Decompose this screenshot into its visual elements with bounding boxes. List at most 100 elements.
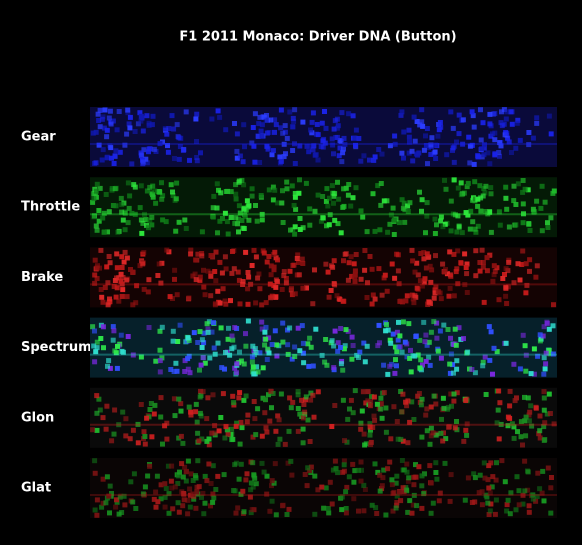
pixel bbox=[177, 469, 182, 475]
pixel bbox=[272, 249, 278, 255]
row-label: Glat bbox=[21, 481, 51, 496]
pixel bbox=[121, 259, 127, 265]
pixel bbox=[321, 505, 327, 511]
pixel bbox=[288, 227, 293, 233]
pixel bbox=[360, 389, 366, 395]
pixel bbox=[259, 217, 265, 223]
pixel bbox=[545, 225, 551, 230]
pixel bbox=[473, 229, 479, 235]
pixel bbox=[518, 434, 524, 440]
pixel bbox=[480, 264, 486, 270]
pixel bbox=[411, 114, 417, 120]
pixel bbox=[111, 161, 117, 166]
pixel bbox=[222, 254, 228, 260]
pixel bbox=[261, 250, 267, 256]
pixel bbox=[421, 491, 427, 497]
pixel bbox=[127, 193, 133, 199]
pixel bbox=[475, 223, 481, 229]
pixel bbox=[263, 425, 269, 431]
pixel bbox=[92, 458, 98, 464]
pixel bbox=[177, 322, 183, 328]
pixel bbox=[256, 271, 262, 277]
pixel bbox=[394, 349, 400, 355]
row-label: Throttle bbox=[21, 200, 80, 215]
pixel bbox=[243, 343, 249, 349]
pixel bbox=[434, 335, 440, 341]
pixel bbox=[266, 350, 272, 356]
pixel bbox=[290, 399, 296, 405]
pixel bbox=[280, 220, 286, 225]
pixel bbox=[320, 144, 326, 150]
pixel bbox=[307, 206, 313, 212]
pixel bbox=[404, 461, 410, 467]
pixel bbox=[454, 419, 459, 424]
pixel bbox=[168, 182, 174, 188]
pixel bbox=[400, 485, 406, 491]
pixel bbox=[263, 336, 269, 342]
pixel bbox=[418, 251, 424, 256]
pixel bbox=[455, 281, 461, 287]
pixel bbox=[339, 507, 345, 513]
pixel bbox=[292, 344, 298, 350]
pixel bbox=[345, 277, 351, 283]
pixel bbox=[193, 473, 198, 479]
pixel bbox=[212, 430, 218, 436]
pixel bbox=[341, 346, 347, 352]
pixel bbox=[266, 335, 272, 341]
pixel bbox=[199, 337, 205, 343]
pixel bbox=[331, 151, 336, 157]
pixel bbox=[537, 413, 543, 419]
pixel bbox=[503, 195, 509, 201]
pixel bbox=[411, 300, 417, 306]
pixel bbox=[527, 228, 533, 233]
pixel bbox=[519, 262, 525, 267]
pixel bbox=[100, 500, 106, 506]
pixel bbox=[187, 370, 193, 376]
pixel bbox=[424, 200, 430, 206]
pixel bbox=[195, 251, 201, 257]
pixel bbox=[441, 430, 446, 436]
pixel bbox=[300, 350, 306, 356]
pixel bbox=[428, 425, 434, 431]
pixel bbox=[235, 269, 241, 275]
pixel bbox=[407, 200, 413, 206]
pixel bbox=[171, 369, 177, 374]
pixel bbox=[381, 467, 387, 473]
pixel bbox=[464, 271, 470, 277]
pixel bbox=[147, 218, 153, 223]
pixel bbox=[139, 115, 145, 121]
pixel bbox=[289, 183, 295, 189]
pixel bbox=[301, 402, 307, 407]
pixel bbox=[451, 293, 457, 299]
pixel bbox=[285, 351, 291, 357]
pixel bbox=[520, 332, 526, 338]
pixel bbox=[209, 329, 215, 335]
pixel bbox=[173, 360, 179, 366]
pixel bbox=[186, 404, 192, 410]
pixel bbox=[202, 360, 208, 366]
pixel bbox=[550, 351, 556, 357]
pixel bbox=[119, 348, 125, 354]
pixel bbox=[405, 440, 411, 446]
pixel bbox=[451, 251, 457, 257]
pixel bbox=[186, 338, 192, 343]
pixel bbox=[91, 214, 97, 220]
pixel bbox=[114, 251, 120, 257]
pixel bbox=[153, 489, 159, 495]
pixel bbox=[432, 287, 438, 293]
pixel bbox=[151, 146, 157, 152]
pixel bbox=[272, 187, 278, 193]
pixel bbox=[478, 195, 484, 201]
pixel bbox=[150, 183, 156, 189]
pixel bbox=[267, 418, 273, 424]
pixel bbox=[339, 159, 345, 165]
pixel bbox=[331, 193, 337, 199]
pixel bbox=[212, 423, 218, 429]
pixel bbox=[488, 229, 494, 235]
pixel bbox=[334, 116, 340, 122]
pixel bbox=[238, 461, 244, 467]
pixel bbox=[110, 324, 116, 330]
pixel bbox=[94, 512, 100, 518]
pixel bbox=[297, 227, 303, 232]
pixel bbox=[409, 399, 415, 405]
